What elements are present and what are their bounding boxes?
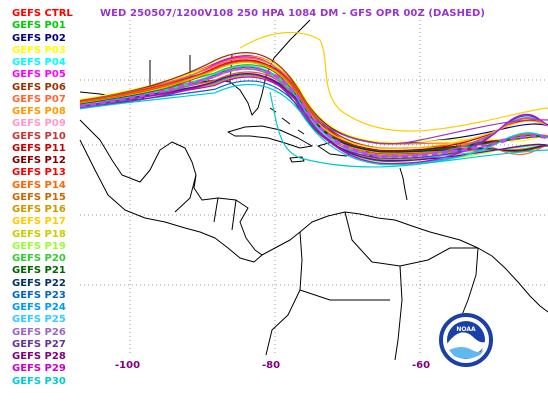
coastline-segment	[213, 197, 219, 223]
noaa-logo-wave	[449, 347, 484, 359]
contour-gefs-p30	[79, 83, 548, 166]
legend-item-gefs-p06: GEFS P06	[12, 81, 66, 93]
ensemble-contours	[79, 31, 548, 168]
gfs-opr-contour	[79, 66, 548, 158]
legend-item-gefs-p11: GEFS P11	[12, 142, 66, 154]
legend-item-gefs-p16: GEFS P16	[12, 204, 66, 215]
coastline-segment	[289, 156, 305, 163]
legend-item-gefs-p13: GEFS P13	[12, 167, 66, 179]
coastline-segment	[265, 231, 303, 356]
coastlines	[79, 19, 548, 361]
legend-item-gefs-p29: GEFS P29	[12, 363, 66, 375]
legend-item-gefs-p08: GEFS P08	[12, 106, 66, 117]
coastline-segment	[261, 211, 493, 257]
contour-outlier-yellow	[239, 31, 548, 132]
legend-item-gefs-p01: GEFS P01	[12, 20, 66, 32]
legend-item-gefs-p28: GEFS P28	[12, 351, 66, 362]
legend-item-gefs-p30: GEFS P30	[12, 375, 66, 387]
legend-item-gefs-p15: GEFS P15	[12, 191, 66, 203]
contour-gefs-p29	[79, 76, 548, 165]
lon-label-100w: -100	[115, 360, 141, 371]
coastline-segment	[79, 119, 197, 183]
coastline-segment	[299, 289, 390, 301]
coastline-segment	[174, 174, 197, 213]
legend-item-gefs-p19: GEFS P19	[12, 240, 66, 252]
legend-item-gefs-p07: GEFS P07	[12, 93, 66, 105]
legend-item-gefs-p14: GEFS P14	[12, 179, 66, 191]
legend-item-gefs-p17: GEFS P17	[12, 216, 66, 228]
legend-item-gefs-p04: GEFS P04	[12, 57, 66, 68]
legend-item-gefs-p24: GEFS P24	[12, 302, 66, 313]
coastline-segment	[193, 174, 263, 256]
legend-item-gefs-p05: GEFS P05	[12, 69, 66, 81]
legend-item-gefs-p21: GEFS P21	[12, 265, 66, 277]
legend-item-gefs-p12: GEFS P12	[12, 155, 66, 166]
legend-item-gefs-p26: GEFS P26	[12, 326, 66, 338]
contour-outlier-purple	[299, 109, 548, 145]
legend-item-gefs-p25: GEFS P25	[12, 314, 66, 326]
chart-title: WED 250507/1200V108 250 HPA 1084 DM - GF…	[100, 8, 486, 19]
legend-item-gefs-p10: GEFS P10	[12, 130, 66, 142]
coastline-segment	[144, 217, 263, 263]
gfs-opr-dashed-line	[79, 66, 548, 158]
coastline-segment	[394, 265, 403, 361]
legend-item-gefs-p09: GEFS P09	[12, 118, 66, 130]
coastline-segment	[459, 247, 479, 321]
contour-outlier-cyan	[269, 91, 548, 168]
legend-item-gefs-p18: GEFS P18	[12, 228, 66, 240]
noaa-logo-text: NOAA	[456, 326, 476, 333]
coastline-segment	[269, 107, 305, 135]
legend-item-gefs-p03: GEFS P03	[12, 44, 66, 56]
coastline-segment	[399, 167, 408, 201]
lon-label-80w: -80	[262, 360, 281, 371]
coastline-segment	[491, 255, 548, 313]
coastline-segment	[231, 199, 237, 231]
legend-item-gefs-p02: GEFS P02	[12, 32, 66, 44]
legend: GEFS CTRL GEFS P01 GEFS P02 GEFS P03 GEFS P0…	[12, 8, 73, 388]
legend-item-gefs-p23: GEFS P23	[12, 289, 66, 301]
noaa-logo: NOAA	[439, 313, 493, 367]
coastline-segment	[227, 125, 313, 149]
lon-label-60w: -60	[412, 360, 431, 371]
legend-item-gefs-p22: GEFS P22	[12, 277, 66, 289]
legend-item-gefs-p20: GEFS P20	[12, 253, 66, 264]
coastline-segment	[79, 139, 146, 219]
legend-item-gefs-p27: GEFS P27	[12, 338, 66, 350]
legend-item-gefs-ctrl: GEFS CTRL	[12, 8, 73, 19]
